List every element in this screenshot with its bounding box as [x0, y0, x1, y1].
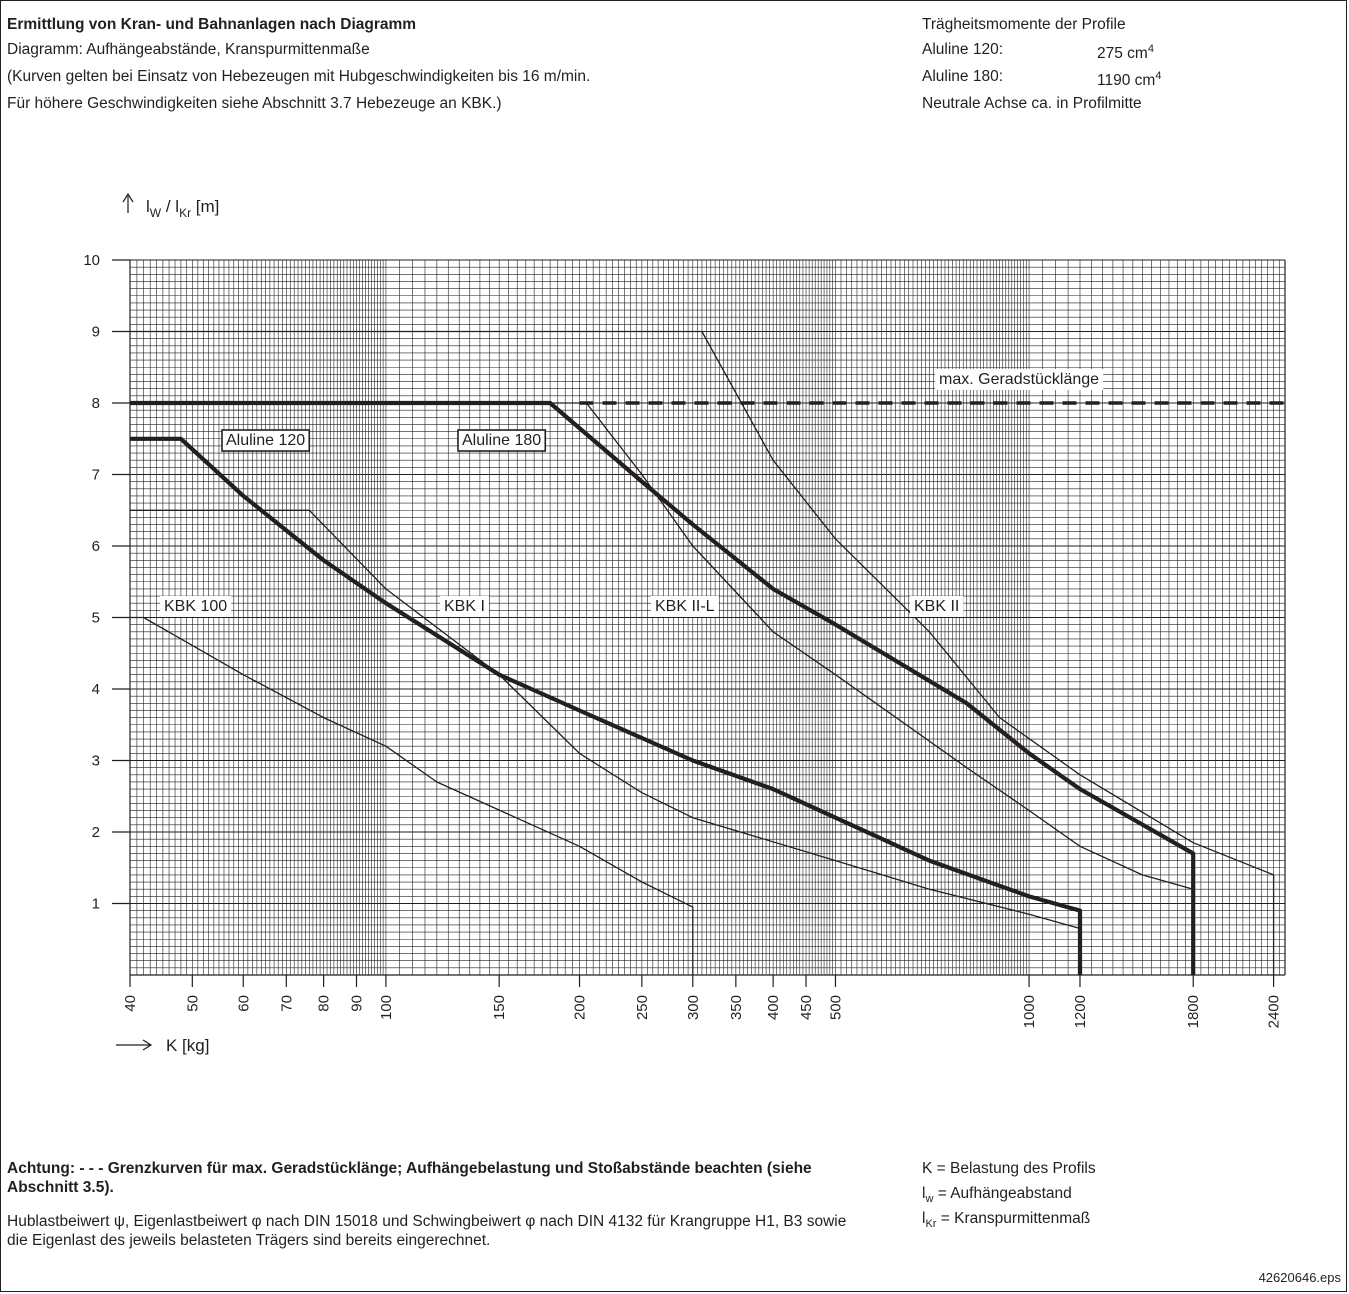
y-tick-label: 4: [92, 681, 100, 698]
label-kbk-100-box: [160, 596, 232, 617]
y-axis-arrow-icon: [122, 192, 134, 213]
label-aluline-180-box: [457, 429, 547, 452]
y-tick-label: 8: [92, 395, 100, 412]
x-tick-label: 150: [491, 995, 508, 1020]
header-line-4: Für höhere Geschwindigkeiten siehe Absch…: [7, 95, 502, 112]
header-line-2: Diagramm: Aufhängeabstände, Kranspurmitt…: [7, 41, 370, 58]
x-tick-label: 50: [184, 995, 201, 1012]
x-tick-label: 1800: [1185, 995, 1202, 1028]
y-tick-label: 1: [92, 896, 100, 913]
label-kbk-i: KBK I: [444, 598, 485, 615]
label-kbk-ii-l-box: [651, 596, 719, 617]
series-line-kbk-i: [130, 509, 1081, 930]
x-tick-label: 500: [827, 995, 844, 1020]
file-id: 42620646.eps: [1258, 1270, 1341, 1285]
legend-k: K = Belastung des Profils: [922, 1160, 1096, 1177]
x-tick-label: 80: [316, 995, 333, 1012]
y-tick-label: 6: [92, 538, 100, 555]
chart-area: 1 2 3 4 5 6 7 8 9 10 40 50 60 70 80 90 100 150 200 250 300 35…: [83, 192, 1286, 1055]
label-kbk-100: KBK 100: [164, 598, 227, 615]
x-tick-label: 350: [728, 995, 745, 1020]
x-tick-label: 200: [572, 995, 589, 1020]
x-tick-label: 450: [798, 995, 815, 1020]
legend-lw: lw = Aufhängeabstand: [922, 1185, 1072, 1206]
inertia-row-2-value: 1190 cm4: [1097, 70, 1162, 90]
label-kbk-i-box: [440, 596, 489, 617]
inertia-title: Trägheitsmomente der Profile: [922, 16, 1126, 33]
legend-lkr: lKr = Kranspurmittenmaß: [922, 1210, 1091, 1231]
inertia-note: Neutrale Achse ca. in Profilmitte: [922, 95, 1142, 112]
series-line-aluline-120: [130, 436, 1083, 975]
y-tick-label: 2: [92, 824, 100, 841]
x-tick-label: 40: [122, 995, 139, 1012]
x-tick-label: 100: [378, 995, 395, 1020]
x-axis-label: K [kg]: [166, 1036, 209, 1055]
series-line-kbk-100: [130, 616, 694, 975]
label-aluline-120: Aluline 120: [226, 432, 305, 449]
x-tick-label: 400: [765, 995, 782, 1020]
header-line-3: (Kurven gelten bei Einsatz von Hebezeuge…: [7, 68, 591, 85]
inertia-row-1-value: 275 cm4: [1097, 43, 1154, 63]
label-max-geradstuecklaenge: max. Geradstücklänge: [939, 371, 1099, 388]
x-tick-label: 70: [278, 995, 295, 1012]
x-axis-arrow-icon: [116, 1039, 153, 1051]
series-line-kbk-ii: [130, 330, 1275, 975]
y-tick-label: 10: [83, 252, 100, 269]
x-tick-label: 90: [349, 995, 366, 1012]
footer-body: Hublastbeiwert ψ, Eigenlastbeiwert φ nac…: [7, 1213, 847, 1249]
inertia-row-2-label: Aluline 180:: [922, 68, 1004, 85]
y-tick-label: 3: [92, 753, 100, 770]
inertia-row-1-label: Aluline 120:: [922, 41, 1004, 58]
series-line-kbk-ii-l: [130, 402, 1194, 890]
y-axis-label: lW / lKr [m]: [146, 197, 219, 220]
x-tick-label: 2400: [1266, 995, 1283, 1028]
label-aluline-180: Aluline 180: [462, 432, 541, 449]
x-tick-label: 60: [235, 995, 252, 1012]
header-title: Ermittlung von Kran- und Bahnanlagen nac…: [7, 16, 417, 33]
label-kbk-ii: KBK II: [914, 598, 959, 615]
label-kbk-ii-l: KBK II-L: [655, 598, 715, 615]
label-kbk-ii-box: [910, 596, 964, 617]
footer-warning: Achtung: - - - Grenzkurven für max. Gera…: [7, 1160, 812, 1196]
x-tick-label: 1200: [1072, 995, 1089, 1028]
x-tick-label: 300: [685, 995, 702, 1020]
y-tick-label: 9: [92, 324, 100, 341]
x-tick-label: 250: [634, 995, 651, 1020]
x-tick-label: 1000: [1021, 995, 1038, 1028]
label-aluline-120-box: [221, 429, 311, 452]
y-tick-label: 5: [92, 610, 100, 627]
label-max-geradstuecklaenge-box: [935, 369, 1104, 390]
series-line-aluline-180: [130, 400, 1196, 975]
y-tick-label: 7: [92, 467, 100, 484]
